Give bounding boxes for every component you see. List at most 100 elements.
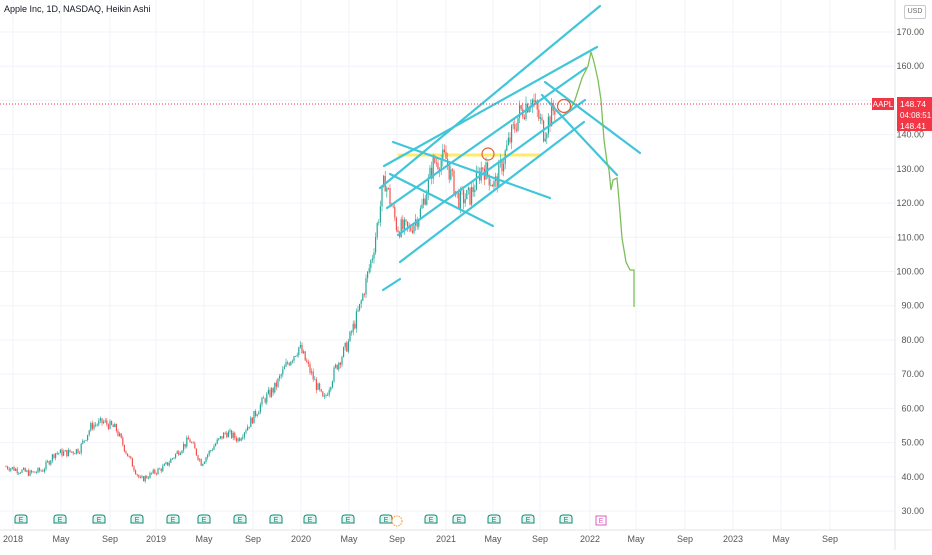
dividend-marker[interactable] — [391, 515, 403, 527]
earnings-marker[interactable]: E — [233, 514, 247, 524]
channel-line[interactable] — [385, 66, 588, 210]
earnings-marker[interactable]: E — [341, 514, 355, 524]
channel-line[interactable] — [388, 172, 495, 228]
last-price-badge[interactable]: 148.74 04:08:51 — [897, 97, 932, 121]
earnings-marker[interactable]: E — [130, 514, 144, 524]
channel-line[interactable] — [540, 93, 619, 177]
candle-body — [115, 423, 117, 431]
candle-body — [67, 449, 69, 457]
candle-body — [539, 117, 541, 119]
candle-body — [210, 450, 212, 452]
earnings-label: E — [274, 517, 279, 524]
candle-body — [91, 423, 93, 429]
candle-body — [442, 149, 444, 161]
candle-body — [472, 187, 474, 192]
earnings-marker[interactable]: E — [197, 514, 211, 524]
earnings-marker[interactable]: E — [521, 514, 535, 524]
candle-body — [355, 311, 357, 329]
candle-body — [379, 206, 381, 223]
earnings-marker[interactable]: E — [559, 514, 573, 524]
channel-line[interactable] — [382, 45, 599, 168]
candle-body — [213, 445, 215, 450]
circle-marker[interactable] — [556, 98, 572, 114]
earnings-marker[interactable]: E — [53, 514, 67, 524]
projection-path[interactable] — [569, 51, 635, 307]
candle-body — [490, 185, 492, 186]
price-tick-label: 130.00 — [896, 164, 924, 174]
candle-body — [159, 468, 161, 470]
candle-body — [122, 437, 124, 445]
candle-body — [226, 433, 228, 438]
candle-body — [536, 100, 538, 110]
channel-line[interactable] — [396, 98, 587, 237]
candle-body — [506, 144, 508, 151]
candle-body — [125, 451, 127, 454]
earnings-marker-future[interactable]: E — [595, 515, 607, 526]
candle-body — [512, 124, 514, 126]
candle-body — [135, 470, 137, 475]
earnings-marker[interactable]: E — [269, 514, 283, 524]
price-tick-label: 90.00 — [901, 301, 924, 311]
price-tick-label: 40.00 — [901, 472, 924, 482]
candle-body — [523, 116, 525, 119]
channel-line[interactable] — [378, 4, 602, 190]
secondary-price-badge[interactable]: 148.41 — [897, 120, 932, 131]
price-tick-label: 170.00 — [896, 27, 924, 37]
candle-body — [266, 393, 268, 403]
candle-body — [40, 470, 42, 472]
earnings-marker[interactable]: E — [379, 514, 393, 524]
channel-line[interactable] — [391, 140, 552, 200]
candle-body — [311, 371, 313, 373]
candle-body — [443, 149, 445, 153]
candle-body — [32, 471, 34, 473]
candle-body — [395, 217, 397, 231]
earnings-marker[interactable]: E — [487, 514, 501, 524]
candle-body — [546, 133, 548, 139]
candle-body — [80, 443, 82, 453]
candle-body — [227, 431, 229, 438]
candle-body — [168, 462, 170, 466]
candle-body — [207, 454, 209, 458]
earnings-marker[interactable]: E — [424, 514, 438, 524]
circle-marker[interactable] — [481, 147, 495, 161]
candle-body — [37, 468, 39, 473]
channel-line[interactable] — [381, 277, 402, 292]
candle-body — [283, 366, 285, 370]
candle-body — [427, 177, 429, 194]
candle-body — [48, 461, 50, 465]
candle-body — [376, 223, 378, 238]
currency-badge[interactable]: USD — [904, 5, 926, 19]
candle-body — [165, 462, 167, 465]
candle-body — [359, 303, 361, 311]
candle-body — [317, 383, 319, 390]
candle-body — [498, 162, 500, 187]
candle-body — [243, 432, 245, 438]
candle-body — [280, 374, 282, 376]
candle-body — [322, 391, 324, 397]
candle-body — [344, 342, 346, 348]
candle-body — [459, 189, 461, 209]
candle-body — [365, 278, 367, 295]
channel-line[interactable] — [543, 80, 642, 155]
candle-body — [191, 442, 193, 444]
earnings-marker[interactable]: E — [14, 514, 28, 524]
candle-body — [290, 361, 292, 366]
candle-body — [194, 443, 196, 449]
earnings-marker[interactable]: E — [92, 514, 106, 524]
earnings-marker[interactable]: E — [303, 514, 317, 524]
candle-body — [85, 439, 87, 441]
channel-line[interactable] — [398, 120, 586, 264]
candle-body — [107, 424, 109, 429]
candle-body — [440, 160, 442, 172]
earnings-marker[interactable]: E — [166, 514, 180, 524]
candle-body — [19, 472, 21, 474]
candle-body — [200, 459, 202, 466]
candle-body — [232, 432, 234, 438]
earnings-label: E — [202, 517, 207, 524]
candle-body — [216, 439, 218, 444]
candle-body — [493, 181, 495, 187]
earnings-marker[interactable]: E — [452, 514, 466, 524]
symbol-badge[interactable]: AAPL — [872, 98, 894, 110]
